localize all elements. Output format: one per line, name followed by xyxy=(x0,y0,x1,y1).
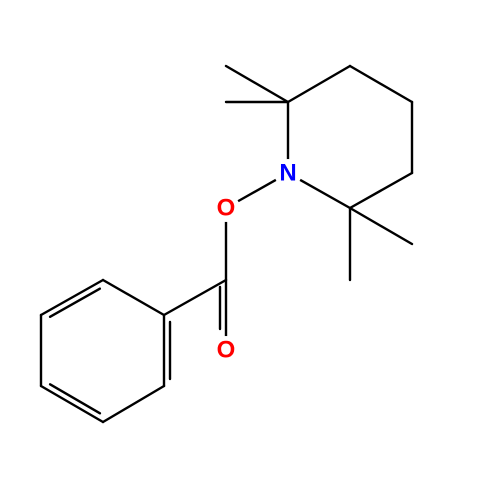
chemical-structure-diagram: O O N xyxy=(0,0,500,500)
bonds-group xyxy=(41,66,412,422)
atom-label-N: N xyxy=(279,160,296,187)
atom-label-O: O xyxy=(217,337,236,364)
atom-label-O: O xyxy=(217,195,236,222)
